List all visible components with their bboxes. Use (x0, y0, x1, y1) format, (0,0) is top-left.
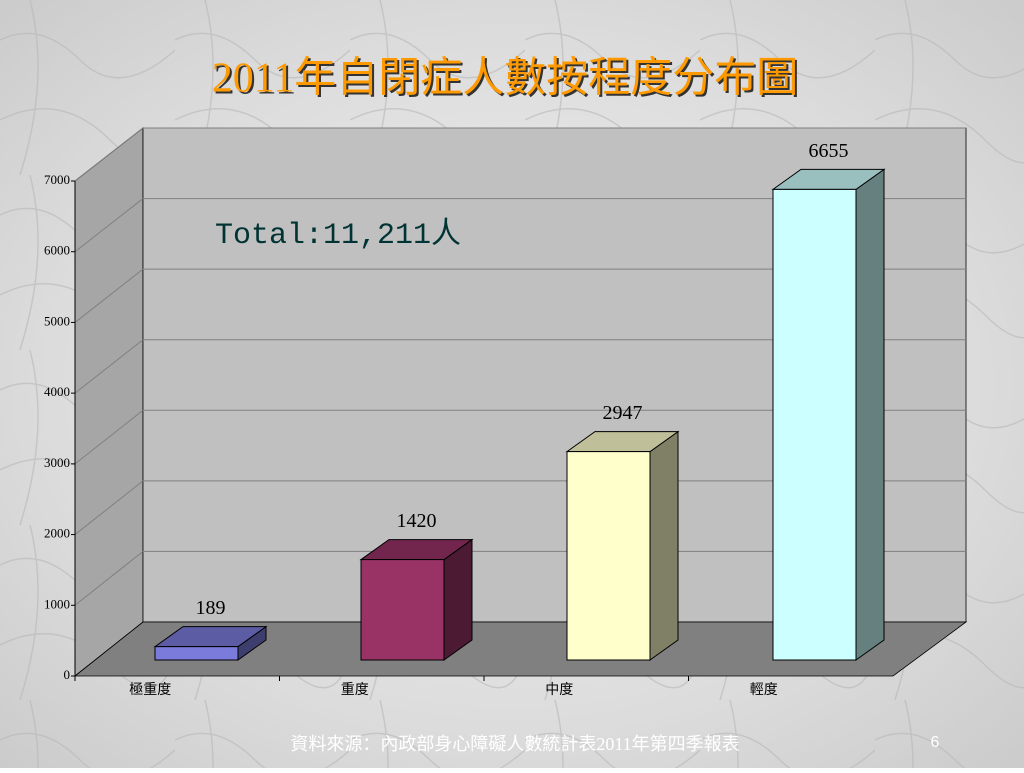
annotation: Total:11,211人 (215, 218, 461, 253)
bar (566, 451, 651, 661)
y-tick-label: 7000 (44, 172, 70, 187)
source-note: 資料來源：內政部身心障礙人數統計表2011年第四季報表 (290, 734, 739, 754)
grid-line (74, 551, 144, 606)
title-shadow: 2011年自閉症人數按程度分布圖 (214, 57, 800, 104)
bar-side (855, 168, 885, 661)
value-label: 6655 (809, 140, 849, 162)
grid-line (74, 339, 144, 394)
value-label: 1420 (397, 510, 437, 532)
y-tick-label: 2000 (44, 526, 70, 541)
chart-title: 2011年自閉症人數按程度分布圖 (212, 55, 798, 102)
grid-line (74, 127, 144, 182)
x-tick-label: 重度 (341, 682, 369, 698)
floor (73, 621, 968, 677)
bar (154, 646, 239, 661)
plot: 0 1000 2000 3000 4000 5000 6000 7000 極重度 189 重度 142… (44, 127, 966, 698)
y-tick-label: 5000 (44, 313, 70, 328)
grid-line (74, 268, 144, 323)
value-label: 189 (196, 597, 226, 619)
x-tick-label: 中度 (545, 682, 573, 698)
grid-line (74, 409, 144, 465)
y-tick-label: 4000 (44, 384, 70, 399)
side-wall (74, 127, 144, 677)
y-tick-label: 1000 (44, 596, 70, 611)
page-number: 6 (931, 734, 940, 751)
bar-side (649, 430, 679, 661)
bar (360, 559, 445, 661)
x-tick-label: 輕度 (750, 682, 778, 698)
grid-line (74, 198, 144, 253)
x-tick-label: 極重度 (129, 682, 171, 698)
y-tick-label: 0 (64, 667, 71, 682)
value-label: 2947 (603, 402, 643, 424)
bar-side (443, 538, 473, 661)
bar (772, 188, 857, 661)
y-tick-label: 6000 (44, 243, 70, 258)
y-tick-label: 3000 (44, 455, 70, 470)
grid-line (74, 480, 144, 535)
